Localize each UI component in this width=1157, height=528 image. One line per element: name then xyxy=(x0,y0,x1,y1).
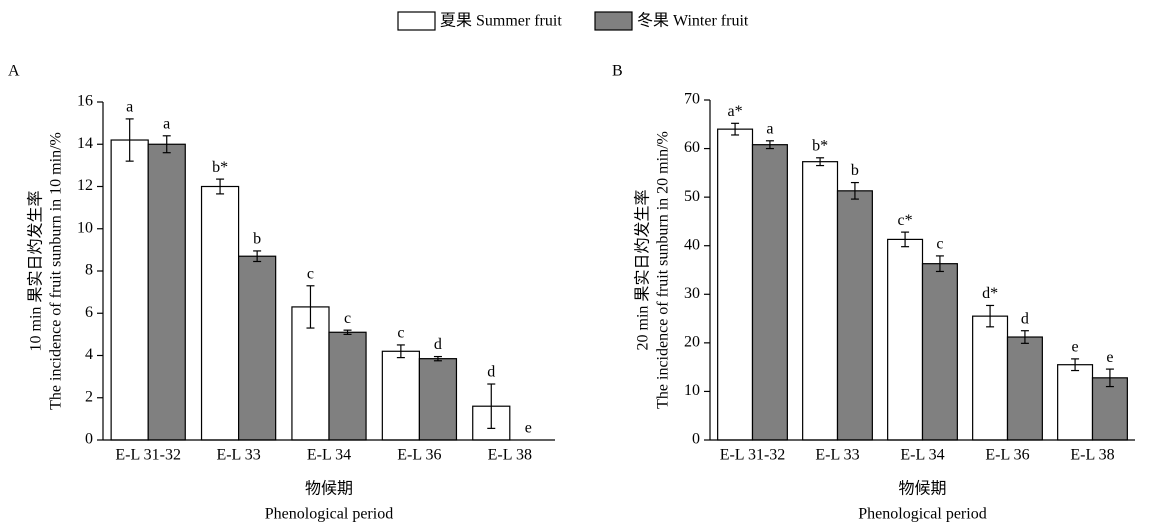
x-tick-label: E-L 33 xyxy=(815,447,859,464)
significance-letter: d xyxy=(434,336,442,353)
x-tick-label: E-L 38 xyxy=(488,447,532,464)
y-tick-label: 4 xyxy=(85,346,93,363)
x-tick-label: E-L 36 xyxy=(985,447,1029,464)
legend-label: 冬果 Winter fruit xyxy=(637,12,749,30)
y-tick-label: 10 xyxy=(77,219,93,236)
significance-letter: e xyxy=(525,420,532,437)
bar xyxy=(717,128,754,441)
bar xyxy=(1006,336,1043,441)
legend-swatch xyxy=(594,11,633,31)
significance-letter: d xyxy=(487,364,495,381)
y-axis-title: 10 min 果实日灼发生率 xyxy=(27,191,45,352)
y-axis-title: The incidence of fruit sunburn in 10 min… xyxy=(48,132,65,410)
significance-letter: d xyxy=(1021,310,1029,327)
y-tick-label: 8 xyxy=(85,262,93,279)
y-axis-title: The incidence of fruit sunburn in 20 min… xyxy=(655,131,672,409)
significance-letter: b xyxy=(851,162,859,179)
bar xyxy=(200,185,240,441)
significance-letter: c xyxy=(344,310,351,327)
x-axis-title: 物候期 xyxy=(898,480,946,498)
significance-letter: e xyxy=(1106,349,1113,366)
bar xyxy=(147,143,186,441)
y-tick-label: 30 xyxy=(684,285,700,302)
bar xyxy=(836,190,873,441)
y-tick-label: 6 xyxy=(85,304,93,321)
y-tick-label: 0 xyxy=(85,431,93,448)
significance-letter: c xyxy=(307,265,314,282)
bar xyxy=(328,331,367,441)
bar xyxy=(887,238,924,441)
significance-letter: a xyxy=(163,115,170,132)
bar xyxy=(110,139,149,441)
panel-label: B xyxy=(612,63,623,80)
significance-letter: a* xyxy=(728,103,743,120)
bar xyxy=(1091,377,1128,441)
y-tick-label: 12 xyxy=(77,177,93,194)
y-tick-label: 60 xyxy=(684,139,700,156)
bar xyxy=(418,358,458,441)
significance-letter: a xyxy=(126,99,133,116)
y-tick-label: 20 xyxy=(684,334,700,351)
x-axis-title: 物候期 xyxy=(305,480,353,498)
panel-label: A xyxy=(8,63,20,80)
significance-letter: b xyxy=(253,231,261,248)
x-tick-label: E-L 31-32 xyxy=(115,447,181,464)
x-tick-label: E-L 36 xyxy=(397,447,441,464)
y-tick-label: 10 xyxy=(684,382,700,399)
significance-letter: d* xyxy=(982,285,998,302)
y-tick-label: 70 xyxy=(684,91,700,108)
y-tick-label: 2 xyxy=(85,388,93,405)
x-tick-label: E-L 38 xyxy=(1070,447,1114,464)
y-tick-label: 14 xyxy=(77,135,93,152)
significance-letter: c xyxy=(936,236,943,253)
bar xyxy=(802,161,839,441)
x-axis-title: Phenological period xyxy=(265,506,393,523)
legend-label: 夏果 Summer fruit xyxy=(440,13,562,30)
bar xyxy=(1057,364,1094,441)
y-tick-label: 50 xyxy=(684,188,700,205)
y-tick-label: 0 xyxy=(692,431,700,448)
bar xyxy=(238,255,277,441)
significance-letter: c xyxy=(397,325,404,342)
bar xyxy=(921,263,958,441)
y-tick-label: 16 xyxy=(77,93,93,110)
significance-letter: a xyxy=(766,120,773,137)
significance-letter: b* xyxy=(812,137,828,154)
x-tick-label: E-L 34 xyxy=(307,447,351,464)
bar xyxy=(972,315,1009,441)
x-tick-label: E-L 34 xyxy=(900,447,944,464)
x-tick-label: E-L 31-32 xyxy=(720,447,786,464)
significance-letter: c* xyxy=(898,212,913,229)
significance-letter: e xyxy=(1072,339,1079,356)
y-tick-label: 40 xyxy=(684,236,700,253)
bar xyxy=(381,350,420,441)
legend-swatch xyxy=(397,11,436,31)
bar xyxy=(751,144,788,441)
x-tick-label: E-L 33 xyxy=(216,447,260,464)
x-axis-title: Phenological period xyxy=(858,506,986,523)
y-axis-title: 20 min 果实日灼发生率 xyxy=(634,190,652,351)
significance-letter: b* xyxy=(212,159,228,176)
